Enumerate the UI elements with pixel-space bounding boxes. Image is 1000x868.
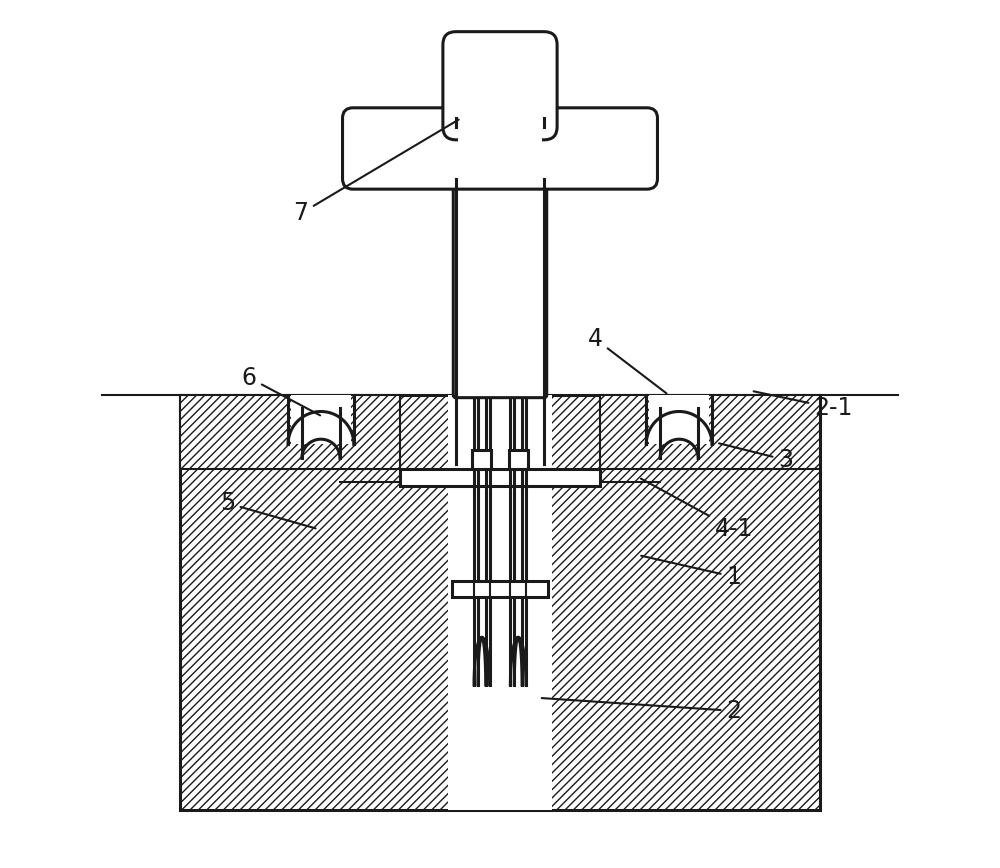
Text: 4: 4 xyxy=(588,327,667,393)
Text: 4-1: 4-1 xyxy=(641,478,753,541)
FancyBboxPatch shape xyxy=(343,108,657,189)
Polygon shape xyxy=(649,395,709,444)
Polygon shape xyxy=(448,395,552,811)
Text: 1: 1 xyxy=(641,556,741,589)
Bar xyxy=(472,450,491,469)
Text: 3: 3 xyxy=(719,444,793,472)
Polygon shape xyxy=(291,395,351,444)
Polygon shape xyxy=(180,395,400,469)
FancyBboxPatch shape xyxy=(453,120,547,398)
Polygon shape xyxy=(600,395,820,469)
Text: 2: 2 xyxy=(542,698,741,723)
Bar xyxy=(400,469,600,486)
Text: 5: 5 xyxy=(220,491,316,529)
Text: 7: 7 xyxy=(293,120,459,226)
Polygon shape xyxy=(180,395,820,811)
Bar xyxy=(509,450,528,469)
FancyBboxPatch shape xyxy=(443,31,557,140)
Text: 2-1: 2-1 xyxy=(754,391,852,420)
Bar xyxy=(452,581,548,596)
Bar xyxy=(456,395,544,464)
Bar xyxy=(458,121,542,176)
Text: 6: 6 xyxy=(242,365,320,416)
